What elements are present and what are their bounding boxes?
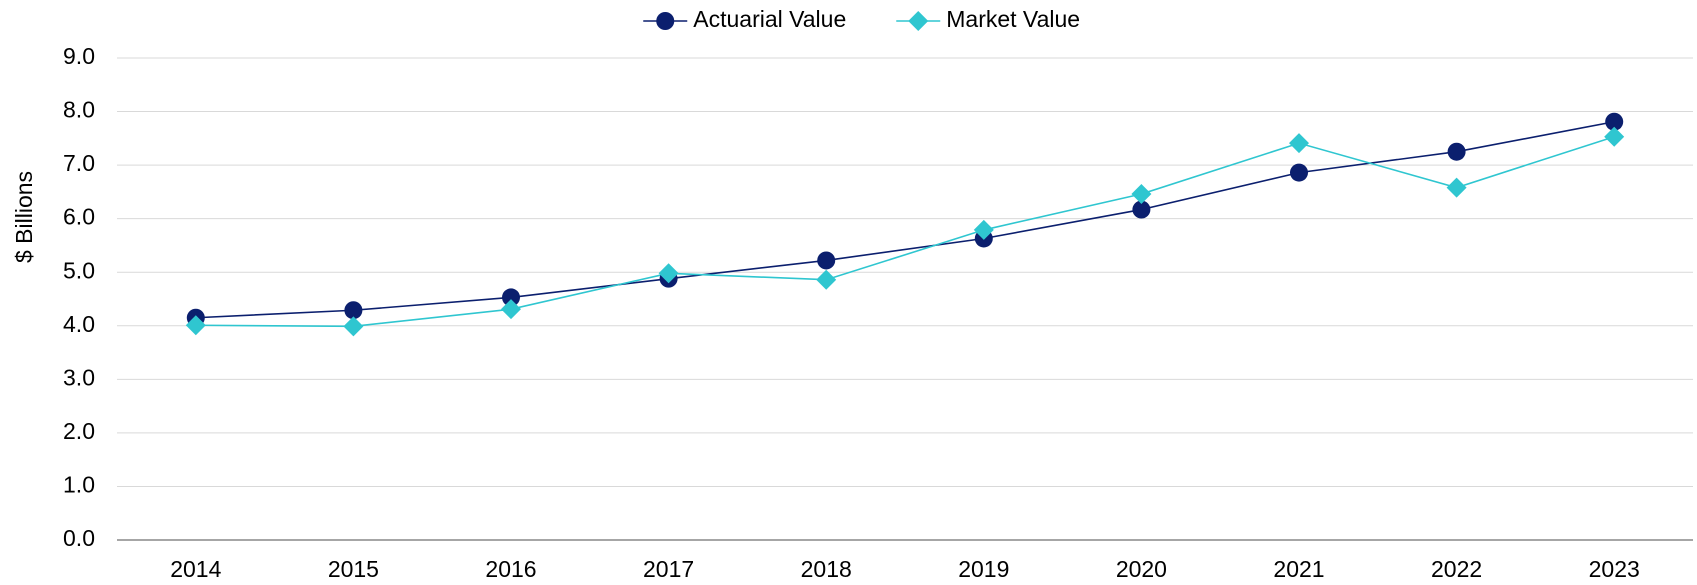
data-point [973, 219, 994, 240]
y-tick-label: 5.0 [63, 257, 95, 283]
x-tick-label: 2021 [1273, 556, 1324, 582]
data-point [344, 301, 363, 320]
y-tick-label: 3.0 [63, 364, 95, 390]
data-point [502, 288, 520, 307]
data-point [1604, 126, 1625, 147]
x-tick-label: 2020 [1116, 556, 1167, 582]
y-tick-label: 2.0 [63, 418, 95, 444]
legend-marker [908, 11, 929, 31]
data-point [817, 251, 836, 270]
series-line [195, 120, 1615, 319]
y-axis-label: $ Billions [11, 171, 37, 263]
legend-label: Actuarial Value [693, 6, 846, 32]
data-point [185, 315, 206, 336]
data-point [816, 269, 837, 290]
y-tick-label: 0.0 [63, 525, 95, 551]
x-tick-label: 2019 [958, 556, 1009, 582]
series-line [195, 135, 1615, 328]
x-tick-label: 2017 [643, 556, 694, 582]
x-tick-label: 2015 [328, 556, 379, 582]
x-tick-label: 2016 [485, 556, 536, 582]
y-tick-label: 6.0 [63, 204, 95, 230]
data-point [1289, 133, 1309, 154]
data-point [1446, 177, 1467, 198]
y-tick-label: 8.0 [63, 97, 95, 123]
legend-label: Market Value [946, 6, 1080, 32]
data-point [1131, 184, 1152, 205]
legend-marker [656, 12, 675, 30]
y-tick-label: 1.0 [63, 472, 95, 498]
y-tick-label: 4.0 [63, 311, 95, 337]
x-tick-label: 2022 [1431, 556, 1482, 582]
x-tick-label: 2018 [801, 556, 852, 582]
data-point [1290, 163, 1308, 182]
data-point [501, 299, 521, 320]
y-tick-label: 7.0 [63, 150, 95, 176]
x-tick-label: 2023 [1589, 556, 1640, 582]
data-point [1132, 200, 1151, 219]
data-point [343, 316, 364, 337]
y-tick-label: 9.0 [63, 43, 95, 69]
x-tick-label: 2014 [170, 556, 221, 582]
data-point [1605, 112, 1624, 131]
data-point [1447, 142, 1466, 161]
data-point [658, 263, 679, 284]
